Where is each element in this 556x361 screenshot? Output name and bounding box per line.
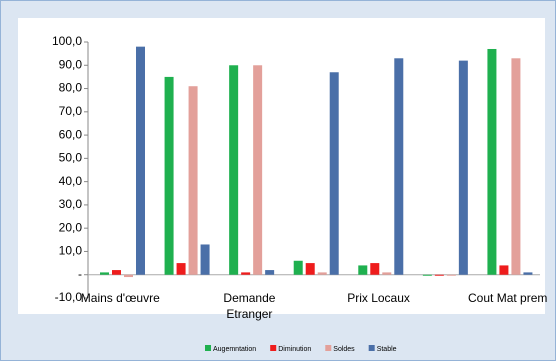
bar <box>499 265 509 275</box>
bar <box>370 263 380 275</box>
x-tick-label: Demande Etranger <box>223 291 276 321</box>
bar <box>358 265 368 275</box>
plot-area <box>18 18 545 314</box>
bar <box>446 274 456 276</box>
x-tick-label: Cout Mat prem <box>468 291 548 305</box>
bar <box>200 244 210 275</box>
y-tick-label: 40,0 <box>59 174 83 188</box>
bar <box>112 270 121 275</box>
y-tick-label: 90,0 <box>59 57 83 71</box>
bar <box>176 263 186 275</box>
bar <box>434 274 444 276</box>
legend-swatch <box>368 345 375 351</box>
legend-swatch <box>205 345 211 351</box>
bar <box>265 270 275 275</box>
x-tick-label: Prix Locaux <box>347 291 410 305</box>
legend-label: Diminution <box>278 346 311 353</box>
bar <box>382 272 392 275</box>
y-tick-label: 10,0 <box>59 244 83 258</box>
legend-swatch <box>325 345 332 351</box>
bar <box>253 65 263 275</box>
y-tick-label: - <box>78 267 82 281</box>
bar <box>188 86 198 275</box>
legend-label: Augemntation <box>213 346 256 353</box>
bar <box>293 260 303 275</box>
bar <box>305 263 315 275</box>
bar <box>164 76 174 275</box>
bar <box>511 58 521 275</box>
bar <box>241 272 251 275</box>
bar <box>317 272 327 275</box>
y-tick-label: 70,0 <box>59 104 83 118</box>
bar <box>124 274 133 278</box>
bar <box>422 274 432 276</box>
y-tick-label: -10,0 <box>55 290 83 304</box>
y-tick-label: 50,0 <box>59 151 83 165</box>
bar <box>229 65 239 275</box>
y-tick-label: 100,0 <box>52 34 82 48</box>
bar <box>523 272 533 275</box>
legend-swatch <box>270 345 277 351</box>
x-tick-label: Mains d'œuvre <box>80 291 160 305</box>
bar <box>487 48 497 275</box>
bar <box>458 60 468 275</box>
y-tick-label: 30,0 <box>59 197 83 211</box>
bar <box>329 72 339 275</box>
legend-label: Soldes <box>333 346 355 353</box>
bar <box>100 272 109 275</box>
y-tick-label: 80,0 <box>59 81 83 95</box>
legend-label: Stable <box>377 346 397 353</box>
y-tick-label: 20,0 <box>59 220 83 234</box>
bar <box>394 58 404 275</box>
bar <box>136 46 145 275</box>
y-tick-label: 60,0 <box>59 127 83 141</box>
